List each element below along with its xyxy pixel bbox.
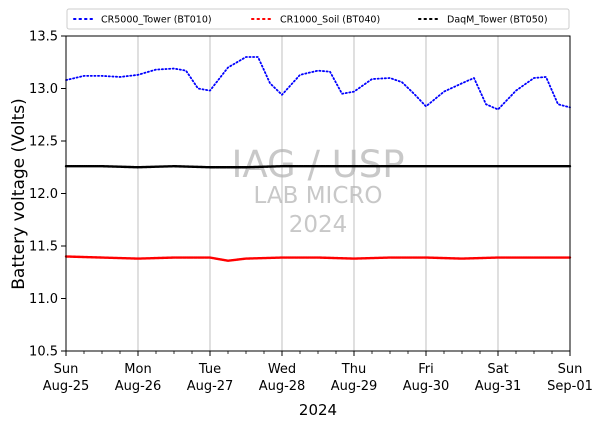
x-tick-label-day: Sun — [558, 362, 583, 377]
grid — [137, 36, 499, 351]
y-tick-label: 11.0 — [29, 292, 58, 307]
legend-entry-1: CR1000_Soil (BT040) — [251, 15, 380, 26]
x-tick-label-date: Aug-27 — [187, 379, 234, 394]
y-tick-label: 13.5 — [29, 30, 58, 45]
x-tick-label-day: Thu — [341, 362, 366, 377]
x-tick-label-day: Fri — [418, 362, 434, 377]
x-axis-title: 2024 — [299, 401, 337, 419]
x-tick-label-date: Aug-28 — [259, 379, 306, 394]
x-tick-label-day: Sat — [487, 362, 508, 377]
x-tick-label-date: Aug-30 — [403, 379, 450, 394]
y-tick-label: 11.5 — [29, 240, 58, 255]
x-tick-label-date: Sep-01 — [547, 379, 593, 394]
legend-label-2: DaqM_Tower (BT050) — [447, 15, 548, 26]
x-tick-label-date: Aug-25 — [43, 379, 90, 394]
watermark-line-3: 2024 — [289, 212, 348, 238]
x-tick-label-date: Aug-31 — [475, 379, 522, 394]
x-tick-label-day: Tue — [198, 362, 221, 377]
y-axis-title: Battery voltage (Volts) — [9, 98, 29, 289]
series-line-1 — [64, 255, 572, 262]
x-tick-label-day: Wed — [268, 362, 296, 377]
series-layer — [64, 56, 572, 262]
series-line-0 — [65, 56, 571, 111]
legend-entry-0: CR5000_Tower (BT010) — [73, 15, 212, 26]
legend: CR5000_Tower (BT010) CR1000_Soil (BT040)… — [66, 8, 570, 30]
legend-label-1: CR1000_Soil (BT040) — [280, 15, 380, 26]
x-tick-label-date: Aug-26 — [115, 379, 162, 394]
y-tick-label: 13.0 — [29, 82, 58, 97]
x-tick-label-date: Aug-29 — [331, 379, 378, 394]
watermark-line-1: IAG / USP — [231, 143, 404, 186]
legend-label-0: CR5000_Tower (BT010) — [101, 15, 212, 26]
watermark-line-2: LAB MICRO — [254, 183, 383, 209]
y-tick-label: 12.5 — [29, 135, 58, 150]
x-tick-label-day: Sun — [54, 362, 79, 377]
y-tick-label: 10.5 — [29, 345, 58, 360]
legend-frame — [66, 8, 570, 30]
watermark: IAG / USP LAB MICRO 2024 — [231, 143, 404, 238]
x-axis: Sun Aug-25 Mon Aug-26 Tue Aug-27 Wed Aug-28 Thu A… — [43, 351, 593, 394]
legend-entry-2: DaqM_Tower (BT050) — [418, 15, 548, 26]
series-line-2 — [64, 164, 572, 169]
y-axis: 10.5 11.0 11.5 12.0 12.5 13.0 13.5 — [29, 30, 66, 360]
y-tick-label: 12.0 — [29, 187, 58, 202]
x-tick-label-day: Mon — [124, 362, 151, 377]
